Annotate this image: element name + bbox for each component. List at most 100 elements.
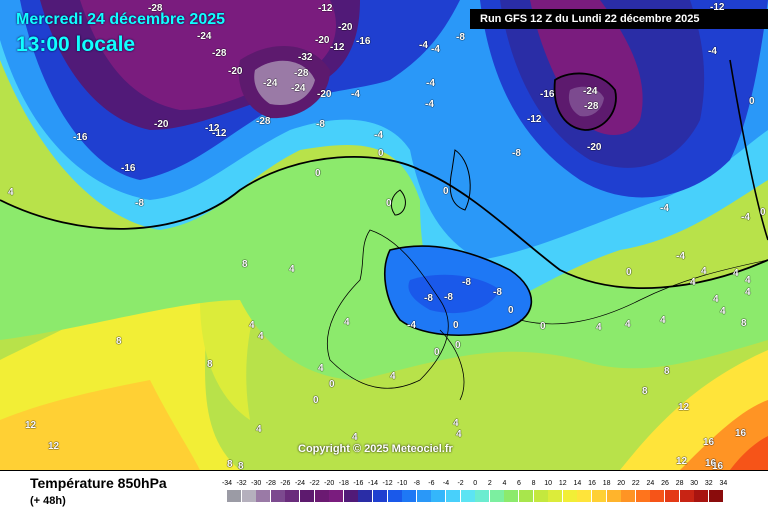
contour-label: 8 xyxy=(207,359,213,370)
forecast-offset: (+ 48h) xyxy=(30,495,66,507)
contour-label: 4 xyxy=(249,320,255,331)
valid-date: Mercredi 24 décembre 2025 xyxy=(16,11,226,28)
legend-swatch xyxy=(460,490,475,502)
contour-label: -16 xyxy=(73,132,88,143)
legend-swatch xyxy=(489,490,504,502)
contour-label: 4 xyxy=(344,317,350,328)
contour-label: -8 xyxy=(444,292,453,303)
contour-label: 12 xyxy=(25,420,37,431)
legend-tick: 12 xyxy=(558,480,567,487)
contour-label: 8 xyxy=(741,318,747,329)
legend-tick: 2 xyxy=(487,480,492,487)
contour-label: 4 xyxy=(256,424,262,435)
legend-swatch xyxy=(241,490,256,502)
legend-tick: -12 xyxy=(382,480,393,487)
contour-label: 4 xyxy=(456,429,462,440)
contour-label: -28 xyxy=(256,116,271,127)
contour-label: 4 xyxy=(690,277,696,288)
contour-label: 4 xyxy=(352,432,358,443)
model-run-banner: Run GFS 12 Z du Lundi 22 décembre 2025 xyxy=(470,9,768,29)
legend-tick: -28 xyxy=(265,480,276,487)
legend-tick: 32 xyxy=(704,480,713,487)
contour-label: 0 xyxy=(626,267,632,278)
contour-label: -28 xyxy=(212,48,227,59)
contour-label: 0 xyxy=(453,320,459,331)
legend-swatch xyxy=(387,490,402,502)
legend-tick: -34 xyxy=(221,480,233,487)
legend-swatch xyxy=(708,490,723,502)
contour-label: 0 xyxy=(760,207,766,218)
contour-label: 4 xyxy=(453,418,459,429)
legend-tick: -26 xyxy=(280,480,291,487)
legend-tick: -24 xyxy=(294,480,306,487)
legend-tick: 16 xyxy=(588,480,596,487)
legend-swatch xyxy=(329,490,344,502)
contour-label: -8 xyxy=(493,287,502,298)
contour-label: -28 xyxy=(294,68,309,79)
contour-label: 4 xyxy=(258,331,264,342)
legend-swatch xyxy=(548,490,563,502)
contour-label: 0 xyxy=(313,395,319,406)
temperature-field xyxy=(0,0,768,470)
contour-label: 0 xyxy=(315,168,321,179)
legend-tick: 30 xyxy=(690,480,699,487)
legend-tick: -18 xyxy=(338,480,349,487)
contour-label: -8 xyxy=(135,198,144,209)
legend-tick: 26 xyxy=(661,480,669,487)
contour-label: -12 xyxy=(205,123,220,134)
footer-bar: Température 850hPa (+ 48h) -34 -32 -30 -28-… xyxy=(0,470,768,513)
contour-label: 8 xyxy=(116,336,122,347)
legend-swatch xyxy=(431,490,446,502)
contour-label: -20 xyxy=(315,35,330,46)
contour-label: -4 xyxy=(351,89,360,100)
contour-label: 4 xyxy=(745,275,751,286)
contour-label: -12 xyxy=(330,42,345,53)
legend-swatch xyxy=(533,490,548,502)
contour-label: -12 xyxy=(527,114,542,125)
contour-label: 0 xyxy=(378,148,384,159)
legend-swatch xyxy=(416,490,431,502)
legend-swatch xyxy=(621,490,636,502)
copyright: Copyright © 2025 Meteociel.fr xyxy=(298,443,453,455)
contour-label: -4 xyxy=(374,130,383,141)
legend-tick: 4 xyxy=(502,480,507,487)
legend-tick: -16 xyxy=(353,480,364,487)
contour-label: -4 xyxy=(676,251,685,262)
legend-swatch xyxy=(519,490,533,502)
legend-tick: -14 xyxy=(367,480,379,487)
legend-tick: 10 xyxy=(544,480,553,487)
legend-tick: 14 xyxy=(573,480,582,487)
contour-label: -24 xyxy=(263,78,278,89)
legend-swatch xyxy=(343,490,358,502)
contour-label: 0 xyxy=(749,96,755,107)
legend-tick: -30 xyxy=(251,480,262,487)
contour-label: 4 xyxy=(733,268,739,279)
temperature-map: Mercredi 24 décembre 2025 13:00 locale R… xyxy=(0,0,768,470)
legend-tick: -32 xyxy=(236,480,247,487)
contour-label: -24 xyxy=(197,31,212,42)
contour-label: -4 xyxy=(426,78,435,89)
contour-label: 12 xyxy=(676,456,688,467)
legend-tick: 8 xyxy=(531,480,536,487)
contour-label: 8 xyxy=(664,366,670,377)
legend-tick: 22 xyxy=(631,480,640,487)
contour-label: 0 xyxy=(508,305,514,316)
contour-label: 16 xyxy=(735,428,747,439)
contour-label: -4 xyxy=(407,320,416,331)
contour-label: 0 xyxy=(443,186,449,197)
contour-label: 4 xyxy=(318,363,324,374)
contour-label: 8 xyxy=(642,386,648,397)
legend-swatch xyxy=(373,490,387,502)
contour-label: -12 xyxy=(318,3,333,14)
contour-label: 16 xyxy=(712,461,724,470)
contour-label: 4 xyxy=(289,264,295,275)
contour-label: -24 xyxy=(291,83,306,94)
legend-tick: -4 xyxy=(442,480,450,487)
legend-swatch xyxy=(446,490,460,502)
contour-label: 8 xyxy=(242,259,248,270)
contour-label: 12 xyxy=(48,441,60,452)
contour-label: 8 xyxy=(238,461,244,470)
legend-tick: -8 xyxy=(413,480,420,487)
legend-tick: 34 xyxy=(719,480,728,487)
contour-label: 0 xyxy=(386,198,392,209)
